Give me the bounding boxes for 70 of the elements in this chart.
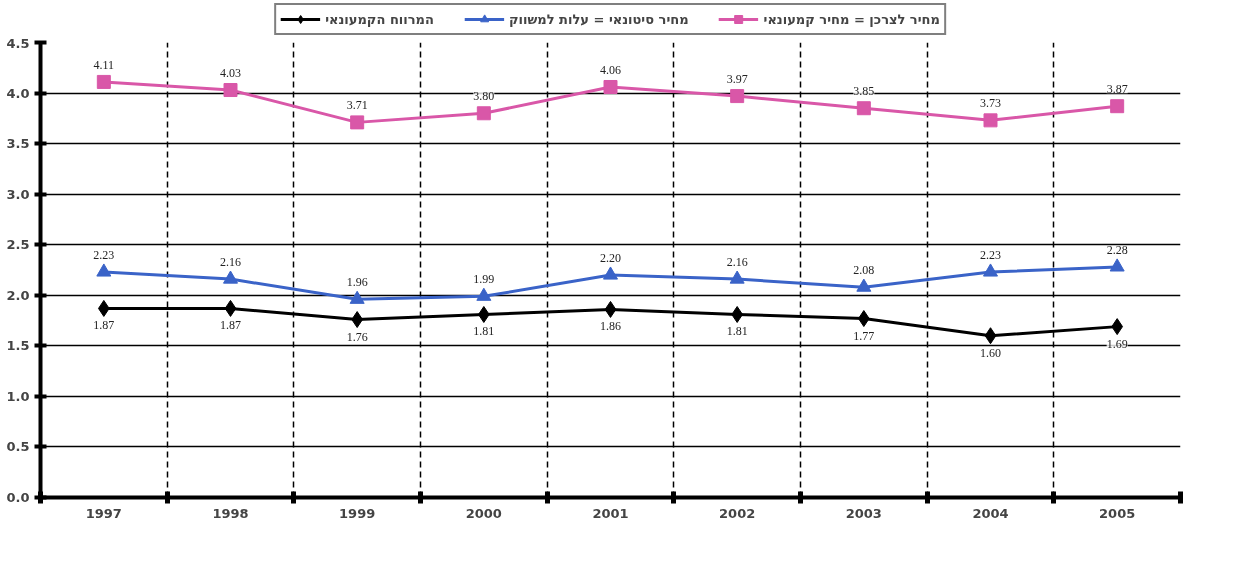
- legend-label: המרווח הקמעונאי: [325, 11, 434, 27]
- x-tick-label: 1998: [212, 505, 249, 521]
- x-tick-label: 2001: [592, 505, 629, 521]
- x-tick-label: 2004: [972, 505, 1009, 521]
- point: [729, 270, 745, 284]
- data-label: 1.99: [473, 272, 495, 287]
- point: [349, 290, 365, 304]
- y-tick-label: 4.5: [6, 35, 30, 51]
- data-label: 4.11: [93, 57, 115, 72]
- point: [604, 300, 617, 318]
- data-label: 1.76: [346, 329, 368, 344]
- data-label: 4.06: [600, 62, 621, 77]
- point: [224, 299, 237, 317]
- x-tick-label: 2003: [845, 505, 882, 521]
- point: [1110, 99, 1125, 114]
- point: [350, 115, 365, 130]
- point: [730, 89, 745, 104]
- data-label: 1.87: [93, 318, 115, 333]
- point: [983, 263, 998, 277]
- data-label: 1.86: [600, 319, 621, 334]
- data-label: 2.16: [726, 255, 748, 270]
- y-tick-label: 3.0: [6, 186, 30, 202]
- data-label: 2.28: [1106, 242, 1128, 257]
- point: [96, 74, 111, 89]
- data-label: 2.08: [853, 263, 875, 278]
- data-label: 1.69: [1106, 336, 1128, 351]
- legend-label: מחיר סיטונאי = עלות למשווק: [508, 11, 689, 27]
- legend-label: מחיר לצרכן = מחיר קמעונאי: [763, 11, 940, 27]
- y-tick-label: 0.5: [6, 439, 30, 455]
- point: [476, 106, 491, 121]
- x-tick-label: 2002: [719, 505, 756, 521]
- y-tick-label: 1.5: [6, 338, 30, 354]
- data-label: 3.87: [1106, 82, 1128, 97]
- y-tick-label: 1.0: [6, 388, 30, 404]
- point: [1109, 258, 1125, 272]
- y-tick-label: 0.0: [6, 490, 30, 505]
- y-tick-label: 2.5: [6, 237, 30, 253]
- data-label: 2.23: [93, 248, 115, 263]
- point: [96, 263, 112, 277]
- point: [223, 270, 238, 284]
- point: [223, 83, 238, 98]
- data-label: 1.96: [346, 275, 368, 290]
- x-tick-label: 2000: [465, 505, 502, 521]
- data-label: 1.87: [220, 318, 241, 333]
- point: [856, 101, 871, 116]
- point: [476, 287, 492, 301]
- y-tick-label: 3.5: [6, 136, 30, 152]
- x-tick-label: 2005: [1099, 505, 1136, 521]
- data-label: 1.81: [726, 324, 748, 339]
- data-label: 1.81: [473, 324, 495, 339]
- data-label: 3.71: [346, 98, 368, 113]
- data-label: 3.85: [853, 84, 875, 99]
- data-label: 2.23: [980, 248, 1001, 263]
- x-tick-label: 1999: [339, 505, 376, 521]
- y-tick-label: 4.0: [6, 85, 30, 101]
- point: [984, 327, 997, 345]
- data-label: 1.77: [853, 328, 875, 343]
- point: [603, 266, 618, 280]
- data-label: 3.80: [473, 89, 495, 104]
- data-label: 3.73: [980, 96, 1001, 111]
- x-tick-label: 1997: [85, 505, 122, 521]
- point: [983, 113, 998, 128]
- y-tick-label: 2.0: [6, 287, 30, 303]
- point: [856, 278, 872, 292]
- data-label: 4.03: [220, 66, 241, 81]
- data-label: 2.20: [600, 251, 621, 266]
- data-label: 3.97: [726, 72, 748, 87]
- data-label: 1.60: [980, 345, 1001, 360]
- data-label: 2.16: [220, 255, 241, 270]
- point: [603, 79, 618, 94]
